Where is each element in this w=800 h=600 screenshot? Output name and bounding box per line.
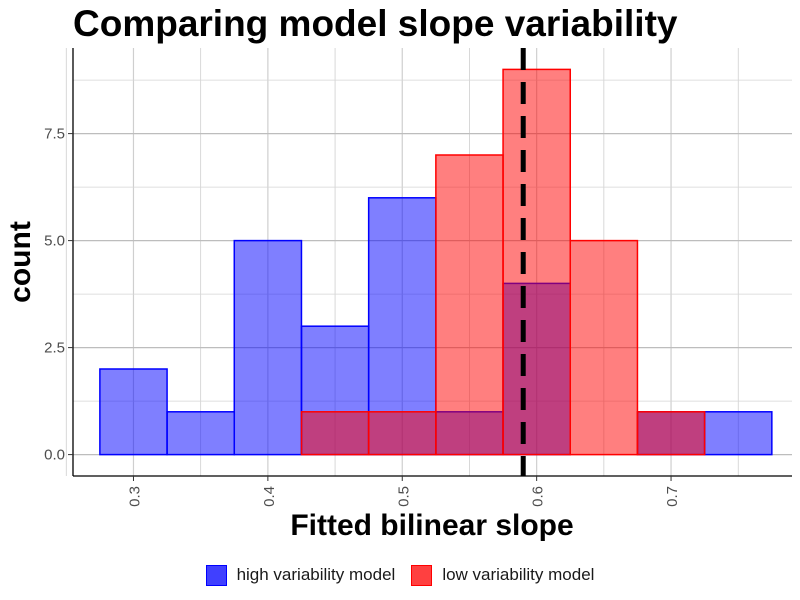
axes-layer bbox=[72, 48, 792, 477]
bar-low-variability-0 bbox=[300, 411, 370, 456]
x-axis-label: Fitted bilinear slope bbox=[290, 509, 573, 542]
legend-label-high-variability: high variability model bbox=[236, 565, 396, 584]
legend-item-high-variability: high variability model bbox=[205, 564, 396, 586]
x-tick-label: 0.7 bbox=[664, 486, 681, 507]
y-tick-label: 5.0 bbox=[44, 233, 65, 250]
x-tick-label: 0.6 bbox=[530, 486, 547, 507]
x-tick-label: 0.3 bbox=[126, 486, 143, 507]
y-tick-label: 2.5 bbox=[44, 340, 65, 357]
chart-title: Comparing model slope variability bbox=[73, 3, 678, 44]
bar-high-variability-8 bbox=[703, 411, 773, 456]
bar-low-variability-5 bbox=[636, 411, 706, 456]
legend-item-low-variability: low variability model bbox=[411, 564, 595, 586]
bar-high-variability-0 bbox=[99, 368, 168, 456]
bar-high-variability-1 bbox=[166, 411, 236, 456]
bar-low-variability-4 bbox=[569, 239, 639, 456]
y-tick-label: 7.5 bbox=[44, 126, 65, 143]
tick-labels-layer: 0.3 0.4 0.5 0.6 0.7 0.0 2.5 5.0 7.5 bbox=[44, 126, 681, 507]
x-tick-label: 0.5 bbox=[395, 486, 412, 507]
bars-layer bbox=[99, 68, 773, 456]
y-tick-label: 0.0 bbox=[44, 447, 65, 464]
y-axis-label: count bbox=[4, 221, 37, 303]
bar-high-variability-2 bbox=[233, 239, 303, 456]
bar-low-variability-1 bbox=[367, 411, 437, 456]
x-tick-label: 0.4 bbox=[261, 486, 278, 507]
legend-label-low-variability: low variability model bbox=[442, 565, 595, 584]
legend-key-high-variability bbox=[205, 564, 227, 586]
legend: high variability model low variability m… bbox=[0, 560, 800, 590]
bar-low-variability-3 bbox=[502, 68, 572, 456]
legend-key-low-variability bbox=[411, 564, 433, 586]
bar-low-variability-2 bbox=[435, 154, 504, 456]
